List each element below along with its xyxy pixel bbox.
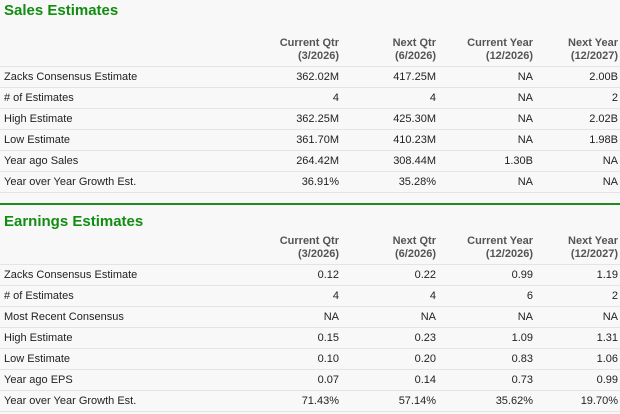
cell-value: 0.73 — [439, 369, 536, 391]
row-label: Zacks Consensus Estimate — [0, 66, 240, 88]
cell-value: 0.10 — [240, 348, 342, 370]
cell-value: 1.31 — [536, 327, 620, 349]
row-label: Most Recent Consensus — [0, 306, 240, 328]
cell-value: 264.42M — [240, 150, 342, 172]
cell-value: 1.09 — [439, 327, 536, 349]
row-label: # of Estimates — [0, 285, 240, 307]
sales-estimates-title: Sales Estimates — [4, 2, 119, 19]
cell-value: NA — [439, 87, 536, 109]
row-label: High Estimate — [0, 327, 240, 349]
cell-value: 0.07 — [240, 369, 342, 391]
cell-value: 0.14 — [342, 369, 439, 391]
table-row: # of Estimates 4 4 NA 2 — [0, 87, 620, 109]
cell-value: 361.70M — [240, 129, 342, 151]
header-next-year: Next Year (12/2027) — [536, 235, 620, 265]
cell-value: 0.83 — [439, 348, 536, 370]
row-label: Low Estimate — [0, 129, 240, 151]
cell-value: 362.25M — [240, 108, 342, 130]
table-header-row: Current Qtr (3/2026) Next Qtr (6/2026) Cur… — [0, 235, 620, 265]
earnings-estimates-title: Earnings Estimates — [4, 213, 144, 230]
cell-value: 1.06 — [536, 348, 620, 370]
row-label: # of Estimates — [0, 87, 240, 109]
row-label: Year ago EPS — [0, 369, 240, 391]
cell-value: 0.99 — [536, 369, 620, 391]
cell-value: NA — [439, 171, 536, 193]
cell-value: NA — [439, 66, 536, 88]
cell-value: 2 — [536, 87, 620, 109]
cell-value: 2 — [536, 285, 620, 307]
table-row: Low Estimate 0.10 0.20 0.83 1.06 — [0, 348, 620, 370]
table-header-row: Current Qtr (3/2026) Next Qtr (6/2026) Cur… — [0, 24, 620, 67]
cell-value: NA — [536, 306, 620, 328]
header-label-cell — [0, 235, 240, 265]
header-next-qtr: Next Qtr (6/2026) — [342, 235, 439, 265]
table-row: High Estimate 0.15 0.23 1.09 1.31 — [0, 327, 620, 349]
cell-value: 308.44M — [342, 150, 439, 172]
cell-value: 417.25M — [342, 66, 439, 88]
cell-value: 35.62% — [439, 390, 536, 412]
cell-value: 0.22 — [342, 264, 439, 286]
cell-value: 362.02M — [240, 66, 342, 88]
cell-value: 2.02B — [536, 108, 620, 130]
table-row: High Estimate 362.25M 425.30M NA 2.02B — [0, 108, 620, 130]
cell-value: 19.70% — [536, 390, 620, 412]
sales-estimates-section: Sales Estimates Current Qtr (3/2026) Next… — [0, 0, 620, 193]
earnings-estimates-section: Earnings Estimates Current Qtr (3/2026) N… — [0, 205, 620, 412]
header-current-year: Current Year (12/2026) — [439, 235, 536, 265]
cell-value: 71.43% — [240, 390, 342, 412]
header-next-qtr: Next Qtr (6/2026) — [342, 24, 439, 67]
table-row: # of Estimates 4 4 6 2 — [0, 285, 620, 307]
cell-value: 4 — [240, 285, 342, 307]
cell-value: 57.14% — [342, 390, 439, 412]
cell-value: 0.20 — [342, 348, 439, 370]
row-label: Year over Year Growth Est. — [0, 390, 240, 412]
cell-value: 36.91% — [240, 171, 342, 193]
cell-value: 0.23 — [342, 327, 439, 349]
earnings-estimates-table: Current Qtr (3/2026) Next Qtr (6/2026) Cur… — [0, 235, 620, 412]
table-row: Year over Year Growth Est. 71.43% 57.14%… — [0, 390, 620, 412]
table-row: Year ago Sales 264.42M 308.44M 1.30B NA — [0, 150, 620, 172]
cell-value: NA — [439, 108, 536, 130]
table-row: Zacks Consensus Estimate 0.12 0.22 0.99 … — [0, 264, 620, 286]
cell-value: 0.99 — [439, 264, 536, 286]
cell-value: 4 — [240, 87, 342, 109]
row-label: High Estimate — [0, 108, 240, 130]
row-label: Year ago Sales — [0, 150, 240, 172]
header-current-year: Current Year (12/2026) — [439, 24, 536, 67]
section-divider — [0, 203, 620, 205]
cell-value: 1.19 — [536, 264, 620, 286]
cell-value: 410.23M — [342, 129, 439, 151]
table-row: Low Estimate 361.70M 410.23M NA 1.98B — [0, 129, 620, 151]
cell-value: NA — [536, 171, 620, 193]
cell-value: 0.12 — [240, 264, 342, 286]
cell-value: 4 — [342, 285, 439, 307]
header-current-qtr: Current Qtr (3/2026) — [240, 24, 342, 67]
cell-value: 1.30B — [439, 150, 536, 172]
cell-value: 2.00B — [536, 66, 620, 88]
row-label: Zacks Consensus Estimate — [0, 264, 240, 286]
cell-value: 1.98B — [536, 129, 620, 151]
cell-value: NA — [240, 306, 342, 328]
header-current-qtr: Current Qtr (3/2026) — [240, 235, 342, 265]
cell-value: 35.28% — [342, 171, 439, 193]
table-row: Most Recent Consensus NA NA NA NA — [0, 306, 620, 328]
header-next-year: Next Year (12/2027) — [536, 24, 620, 67]
header-label-cell — [0, 24, 240, 67]
cell-value: 6 — [439, 285, 536, 307]
table-row: Year over Year Growth Est. 36.91% 35.28%… — [0, 171, 620, 193]
cell-value: 4 — [342, 87, 439, 109]
row-label: Low Estimate — [0, 348, 240, 370]
sales-estimates-table: Current Qtr (3/2026) Next Qtr (6/2026) Cur… — [0, 24, 620, 193]
cell-value: 425.30M — [342, 108, 439, 130]
cell-value: NA — [439, 129, 536, 151]
cell-value: NA — [536, 150, 620, 172]
table-row: Year ago EPS 0.07 0.14 0.73 0.99 — [0, 369, 620, 391]
cell-value: 0.15 — [240, 327, 342, 349]
row-label: Year over Year Growth Est. — [0, 171, 240, 193]
cell-value: NA — [342, 306, 439, 328]
table-row: Zacks Consensus Estimate 362.02M 417.25M… — [0, 66, 620, 88]
cell-value: NA — [439, 306, 536, 328]
